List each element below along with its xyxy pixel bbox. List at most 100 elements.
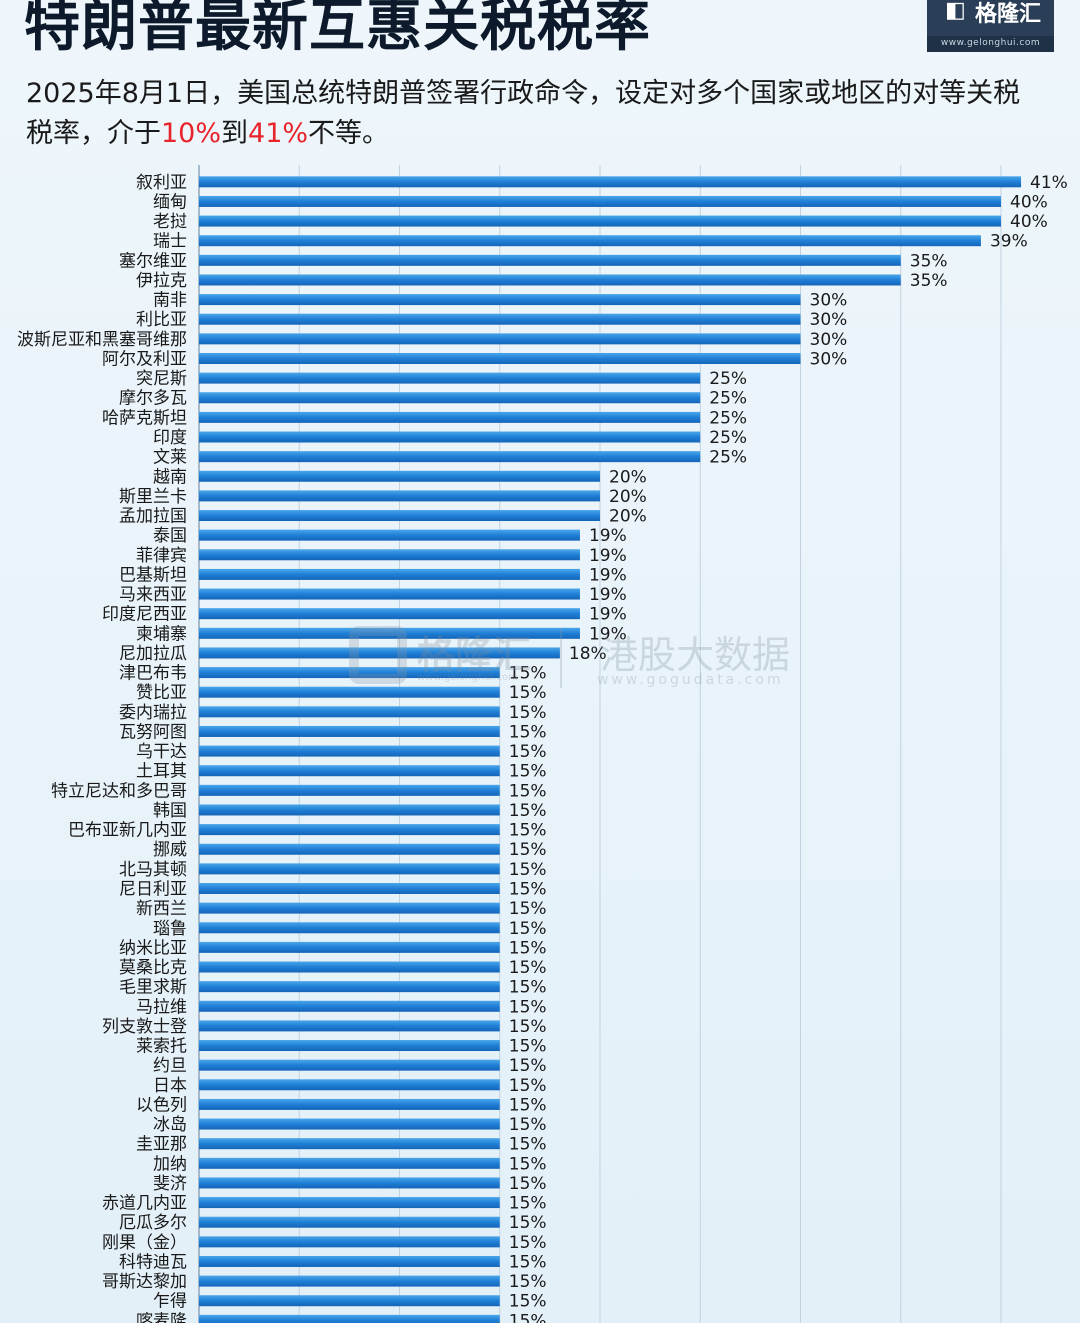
- category-label: 斯里兰卡: [119, 487, 187, 507]
- value-label: 15%: [509, 821, 547, 841]
- category-label: 赞比亚: [136, 683, 187, 703]
- value-label: 15%: [509, 1174, 547, 1194]
- value-label: 15%: [509, 1135, 547, 1155]
- value-label: 15%: [509, 1095, 547, 1115]
- bar: [199, 451, 701, 463]
- bar: [199, 686, 500, 698]
- value-label: 25%: [709, 448, 747, 468]
- category-label: 文莱: [153, 448, 187, 468]
- value-label: 40%: [1010, 192, 1048, 212]
- category-label: 土耳其: [136, 762, 187, 782]
- category-label: 尼加拉瓜: [119, 644, 187, 664]
- bar: [199, 1000, 500, 1012]
- value-label: 15%: [509, 742, 547, 762]
- value-label: 30%: [810, 291, 848, 311]
- bar: [199, 1177, 500, 1189]
- category-label: 约旦: [153, 1056, 187, 1076]
- bar: [199, 843, 500, 855]
- bar: [199, 1295, 500, 1307]
- category-label: 哈萨克斯坦: [102, 408, 187, 428]
- value-label: 15%: [509, 664, 547, 684]
- value-label: 19%: [589, 565, 627, 585]
- tariff-bar-chart: 叙利亚缅甸老挝瑞士塞尔维亚伊拉克南非利比亚波斯尼亚和黑塞哥维那阿尔及利亚突尼斯摩…: [17, 165, 1068, 1323]
- category-label: 津巴布韦: [119, 664, 187, 684]
- bar: [199, 235, 981, 247]
- category-label: 菲律宾: [136, 546, 187, 566]
- category-label: 莱索托: [136, 1037, 187, 1057]
- value-label: 30%: [810, 330, 848, 350]
- bar: [199, 392, 701, 404]
- value-label: 41%: [1030, 173, 1068, 193]
- value-label: 15%: [509, 1292, 547, 1312]
- bar: [199, 1079, 500, 1091]
- value-label: 35%: [910, 251, 948, 271]
- bar: [199, 1040, 500, 1052]
- value-label: 15%: [509, 801, 547, 821]
- category-label: 乍得: [153, 1292, 187, 1312]
- bar: [199, 902, 500, 914]
- bar: [199, 1255, 500, 1267]
- value-label: 35%: [910, 271, 948, 291]
- value-label: 15%: [509, 978, 547, 998]
- bar: [199, 824, 500, 836]
- logo-icon: ◧: [945, 0, 966, 23]
- category-label: 南非: [153, 291, 187, 311]
- value-label: 15%: [509, 781, 547, 801]
- category-label: 冰岛: [153, 1115, 187, 1135]
- value-label: 15%: [509, 1154, 547, 1174]
- subtitle-low-rate: 10%: [161, 118, 222, 149]
- category-label: 越南: [153, 467, 187, 487]
- category-label: 塞尔维亚: [119, 251, 187, 271]
- category-labels: 叙利亚缅甸老挝瑞士塞尔维亚伊拉克南非利比亚波斯尼亚和黑塞哥维那阿尔及利亚突尼斯摩…: [17, 173, 187, 1323]
- bar: [199, 981, 500, 993]
- bar: [199, 667, 500, 679]
- value-label: 15%: [509, 958, 547, 978]
- bar: [199, 411, 701, 423]
- bars: [199, 176, 1022, 1323]
- bar: [199, 1275, 500, 1287]
- category-label: 以色列: [136, 1095, 187, 1115]
- bar: [199, 725, 500, 737]
- category-label: 瑞士: [153, 232, 187, 252]
- value-label: 30%: [810, 310, 848, 330]
- category-label: 厄瓜多尔: [119, 1213, 187, 1233]
- value-label: 15%: [509, 722, 547, 742]
- bar: [199, 510, 600, 522]
- category-label: 叙利亚: [136, 173, 187, 193]
- value-label: 15%: [509, 1194, 547, 1214]
- bar: [199, 941, 500, 953]
- value-label: 20%: [609, 507, 647, 527]
- category-label: 列支敦士登: [102, 1017, 187, 1037]
- value-label: 25%: [709, 369, 747, 389]
- bar: [199, 254, 901, 266]
- bar: [199, 1197, 500, 1209]
- page-title: 特朗普最新互惠关税税率: [24, 0, 651, 59]
- category-label: 科特迪瓦: [119, 1252, 187, 1272]
- value-label: 19%: [589, 624, 627, 644]
- value-label: 20%: [609, 467, 647, 487]
- value-label: 15%: [509, 860, 547, 880]
- value-label: 15%: [509, 1311, 547, 1323]
- category-label: 圭亚那: [136, 1135, 187, 1155]
- value-label: 25%: [709, 428, 747, 448]
- category-label: 缅甸: [153, 192, 187, 212]
- category-label: 日本: [153, 1076, 187, 1096]
- bar: [199, 608, 580, 620]
- bar: [199, 549, 580, 561]
- category-label: 莫桑比克: [119, 958, 187, 978]
- bar: [199, 568, 580, 580]
- category-label: 加纳: [153, 1154, 187, 1174]
- category-label: 巴布亚新几内亚: [68, 821, 187, 841]
- bar: [199, 961, 500, 973]
- value-label: 15%: [509, 762, 547, 782]
- category-label: 瑙鲁: [153, 919, 187, 939]
- value-label: 15%: [509, 879, 547, 899]
- bar: [199, 215, 1001, 227]
- bar: [199, 1216, 500, 1228]
- subtitle-high-rate: 41%: [248, 118, 309, 149]
- category-label: 波斯尼亚和黑塞哥维那: [17, 330, 187, 350]
- value-label: 15%: [509, 1017, 547, 1037]
- bar: [199, 922, 500, 934]
- bar: [199, 294, 801, 306]
- category-label: 伊拉克: [136, 271, 187, 291]
